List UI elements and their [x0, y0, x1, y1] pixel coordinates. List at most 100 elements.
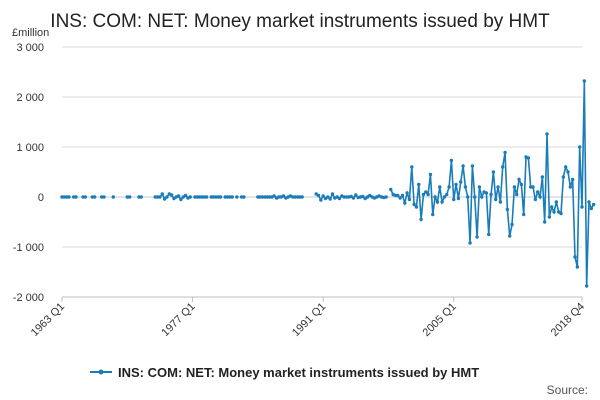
data-point[interactable]: [466, 195, 470, 199]
data-point[interactable]: [447, 185, 451, 189]
data-point[interactable]: [127, 195, 132, 199]
data-point[interactable]: [316, 193, 321, 198]
data-point[interactable]: [60, 195, 64, 199]
data-point[interactable]: [577, 145, 582, 149]
data-point[interactable]: [477, 185, 482, 189]
data-point[interactable]: [200, 195, 204, 199]
data-point[interactable]: [64, 195, 69, 199]
data-point[interactable]: [195, 195, 199, 199]
data-point[interactable]: [239, 195, 244, 199]
data-point[interactable]: [176, 194, 181, 198]
data-point[interactable]: [470, 164, 475, 168]
data-point[interactable]: [552, 210, 556, 214]
data-point[interactable]: [179, 197, 183, 202]
data-point[interactable]: [361, 194, 365, 199]
data-point[interactable]: [435, 200, 440, 204]
data-point[interactable]: [412, 202, 416, 207]
data-point[interactable]: [407, 197, 412, 202]
data-point[interactable]: [563, 165, 568, 169]
data-point[interactable]: [230, 195, 234, 199]
data-point[interactable]: [153, 195, 157, 199]
data-point[interactable]: [102, 195, 106, 199]
data-point[interactable]: [300, 195, 304, 199]
data-point[interactable]: [540, 175, 545, 179]
data-point[interactable]: [293, 195, 297, 199]
data-point[interactable]: [538, 195, 542, 199]
data-point[interactable]: [351, 196, 356, 200]
data-point[interactable]: [419, 217, 423, 222]
data-point[interactable]: [487, 232, 491, 237]
data-point[interactable]: [137, 195, 141, 199]
data-point[interactable]: [587, 200, 591, 204]
data-point[interactable]: [92, 195, 97, 199]
data-point[interactable]: [503, 150, 507, 155]
data-point[interactable]: [225, 195, 230, 199]
data-point[interactable]: [258, 195, 262, 199]
data-point[interactable]: [454, 182, 458, 187]
data-point[interactable]: [463, 185, 468, 189]
data-point[interactable]: [461, 164, 465, 168]
data-point[interactable]: [559, 211, 563, 216]
data-point[interactable]: [216, 195, 220, 199]
data-point[interactable]: [155, 195, 160, 199]
data-point[interactable]: [337, 196, 342, 201]
data-point[interactable]: [235, 195, 239, 199]
data-point[interactable]: [197, 195, 202, 199]
data-point[interactable]: [277, 195, 281, 199]
data-point[interactable]: [414, 205, 419, 209]
data-point[interactable]: [591, 202, 596, 207]
data-point[interactable]: [533, 197, 538, 202]
data-point[interactable]: [319, 198, 323, 202]
data-point[interactable]: [549, 205, 554, 209]
data-point[interactable]: [211, 195, 216, 199]
data-point[interactable]: [508, 234, 512, 238]
data-point[interactable]: [496, 185, 500, 189]
data-point[interactable]: [573, 255, 577, 259]
data-point[interactable]: [281, 194, 286, 198]
data-point[interactable]: [512, 185, 517, 189]
data-point[interactable]: [584, 284, 589, 288]
data-point[interactable]: [162, 197, 167, 201]
data-point[interactable]: [111, 195, 116, 199]
data-point[interactable]: [344, 195, 349, 199]
data-point[interactable]: [169, 193, 174, 197]
data-point[interactable]: [410, 165, 414, 169]
data-point[interactable]: [183, 193, 188, 198]
data-point[interactable]: [440, 200, 444, 204]
data-point[interactable]: [529, 185, 533, 189]
data-point[interactable]: [484, 191, 489, 195]
data-point[interactable]: [321, 194, 325, 198]
data-point[interactable]: [265, 195, 269, 199]
data-point[interactable]: [193, 195, 197, 199]
data-point[interactable]: [561, 175, 566, 179]
data-point[interactable]: [214, 195, 218, 199]
data-point[interactable]: [580, 205, 584, 209]
data-point[interactable]: [223, 195, 227, 199]
data-point[interactable]: [505, 207, 510, 212]
data-point[interactable]: [545, 132, 549, 136]
data-point[interactable]: [456, 196, 461, 201]
data-point[interactable]: [536, 190, 540, 194]
data-point[interactable]: [589, 206, 594, 211]
source-label[interactable]: Source:: [547, 383, 588, 397]
data-point[interactable]: [330, 192, 335, 196]
data-point[interactable]: [62, 195, 67, 199]
data-point[interactable]: [396, 193, 400, 198]
data-point[interactable]: [188, 195, 192, 199]
data-point[interactable]: [566, 170, 570, 174]
legend[interactable]: INS: COM: NET: Money market instruments …: [90, 365, 479, 380]
data-point[interactable]: [475, 235, 479, 239]
data-point[interactable]: [442, 195, 447, 199]
data-point[interactable]: [468, 241, 472, 245]
data-point[interactable]: [83, 195, 88, 199]
data-point[interactable]: [417, 182, 421, 187]
data-point[interactable]: [400, 193, 405, 198]
data-point[interactable]: [228, 195, 232, 199]
data-point[interactable]: [202, 195, 206, 199]
data-point[interactable]: [81, 195, 85, 199]
data-point[interactable]: [218, 195, 223, 199]
data-point[interactable]: [263, 195, 267, 199]
data-point[interactable]: [428, 172, 433, 177]
data-point[interactable]: [298, 195, 302, 199]
data-point[interactable]: [256, 195, 260, 199]
